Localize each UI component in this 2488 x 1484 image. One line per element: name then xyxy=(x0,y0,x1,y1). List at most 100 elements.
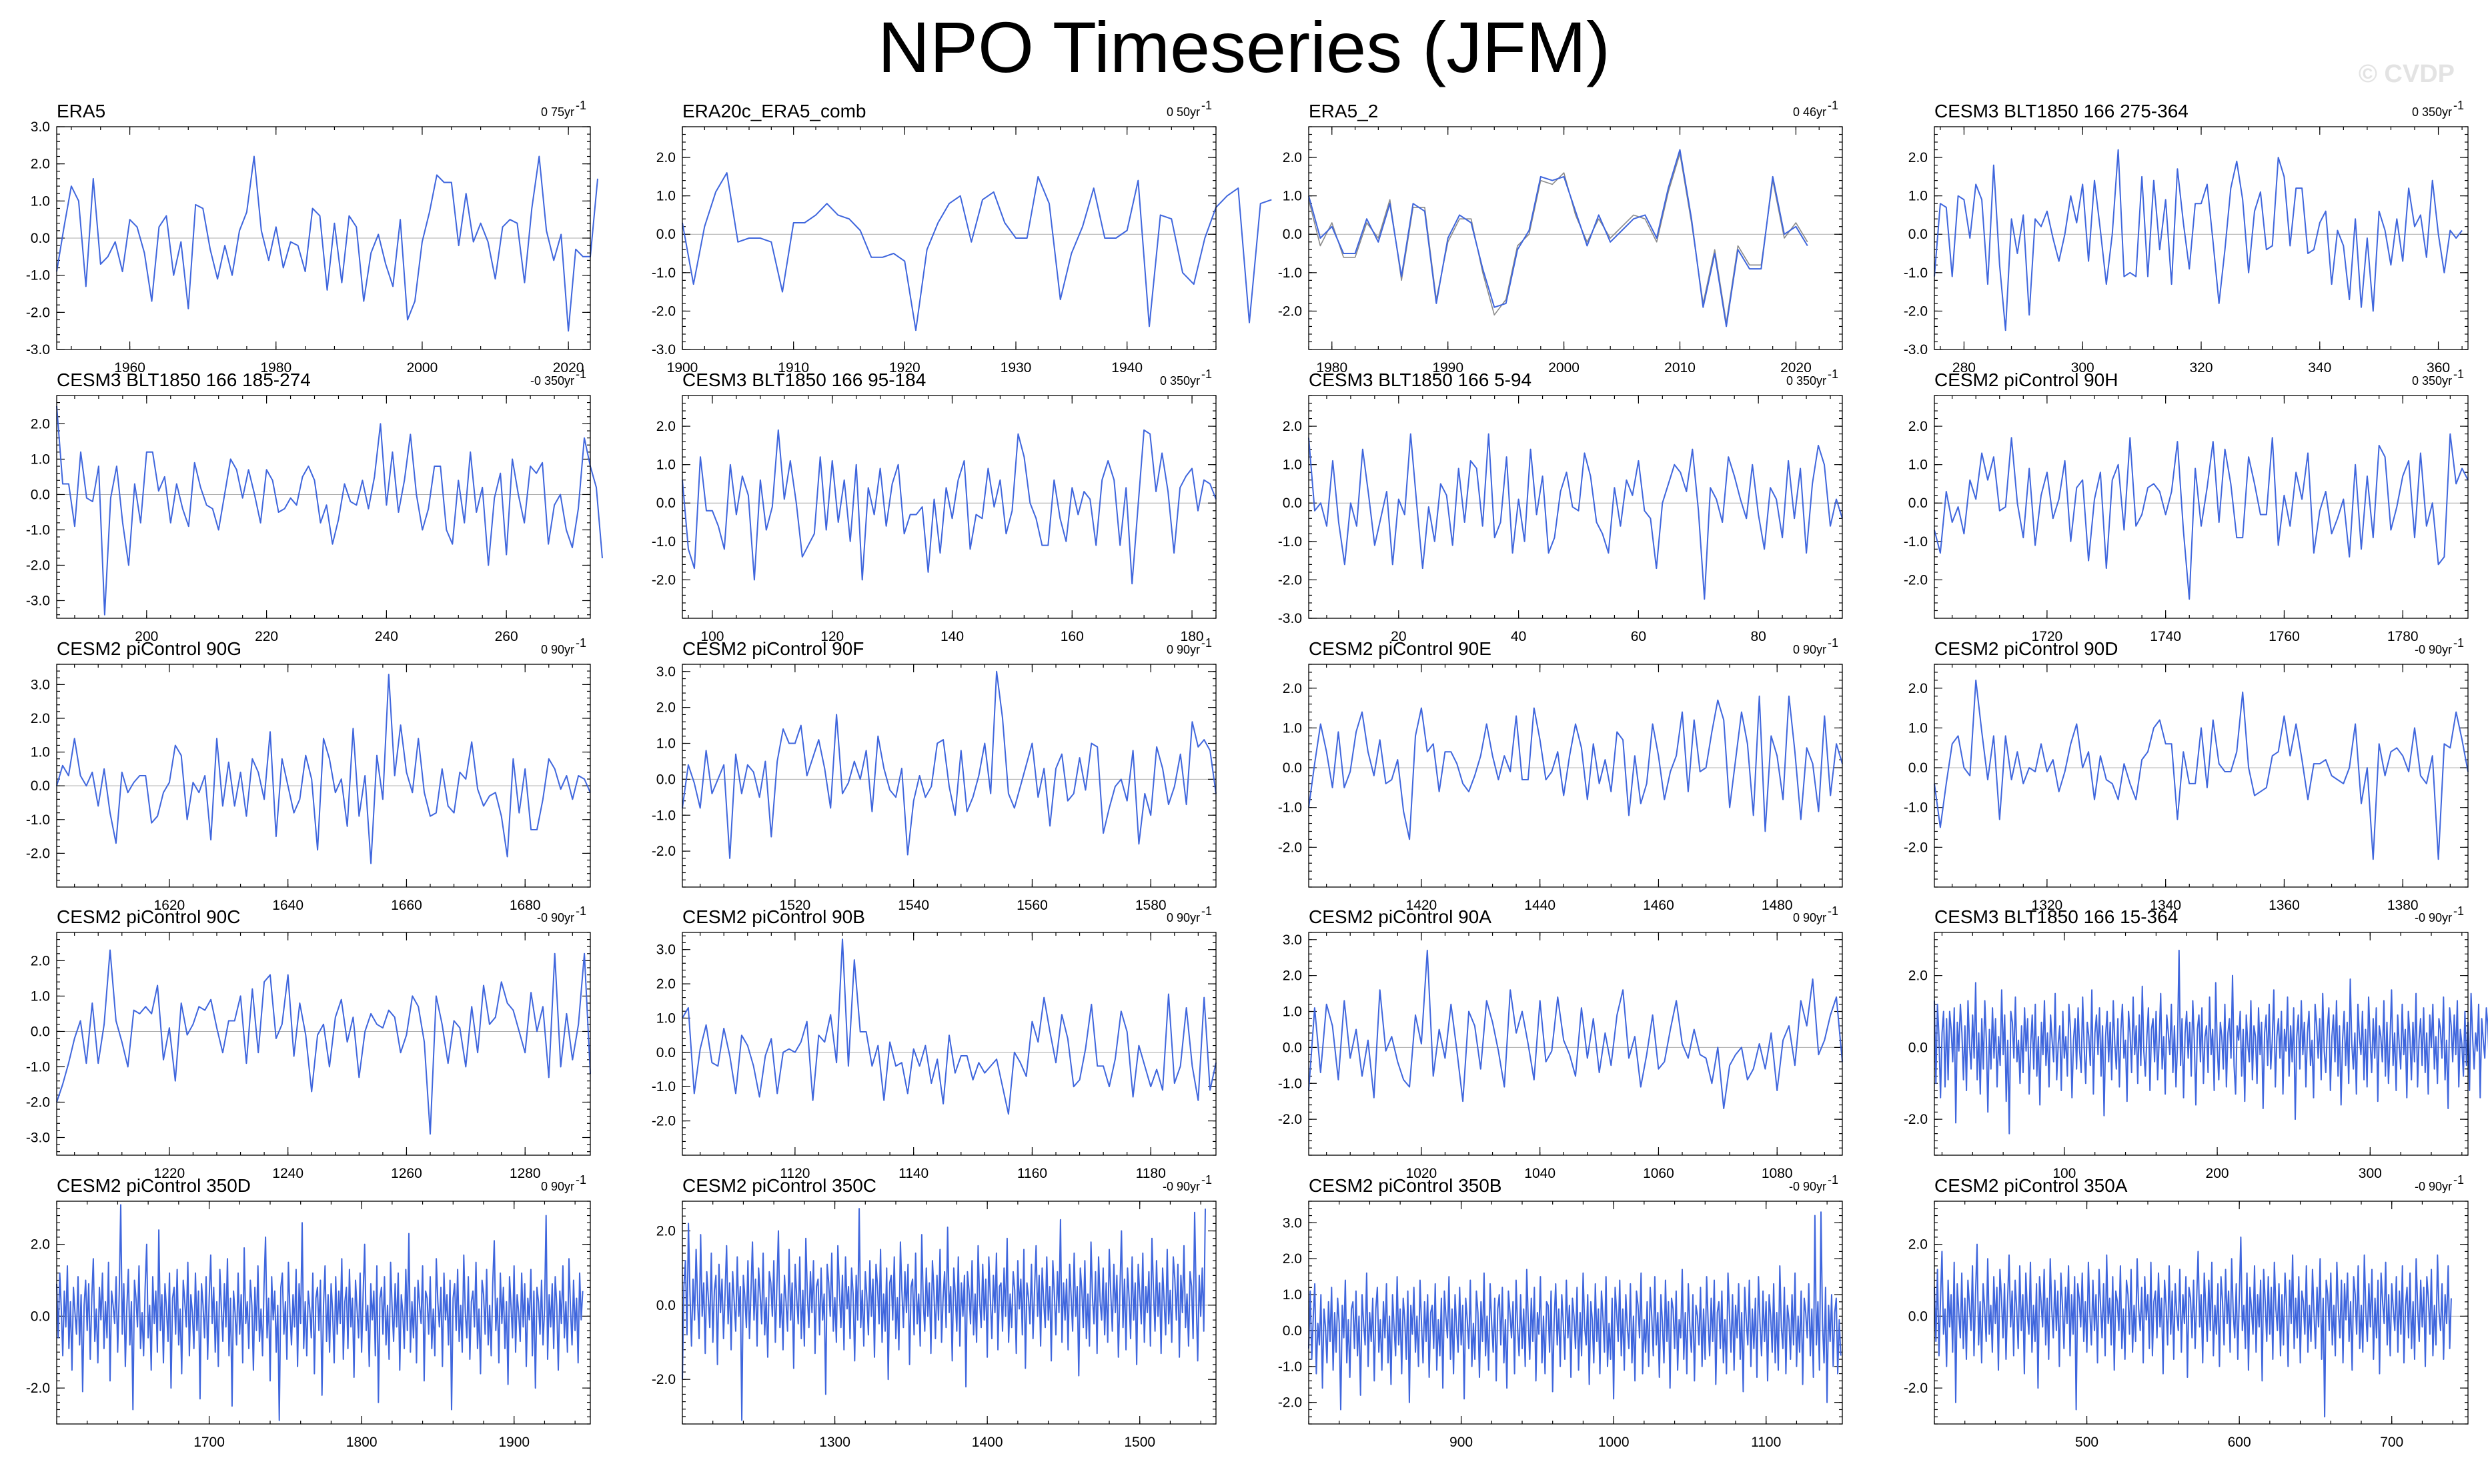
x-tick-label: 1420 xyxy=(1406,898,1437,913)
y-tick-label: 1.0 xyxy=(31,745,50,760)
x-tick-label: 100 xyxy=(700,629,724,644)
panel-trend-label: 0 350yr xyxy=(1160,374,1200,388)
plot-frame xyxy=(682,664,1217,888)
series-line xyxy=(1308,1211,1842,1411)
y-tick-label: -2.0 xyxy=(1904,1381,1928,1396)
y-tick-label: -2.0 xyxy=(26,1094,50,1110)
panel-trend-superscript: -1 xyxy=(2453,99,2464,112)
plot-frame xyxy=(1308,395,1843,619)
x-tick-label: 1500 xyxy=(1124,1435,1155,1450)
series-line xyxy=(682,1208,1206,1421)
panel-trend-label: 0 90yr xyxy=(1167,911,1200,924)
y-tick-label: 0.0 xyxy=(31,1024,50,1039)
panel-trend-label: 0 90yr xyxy=(1793,911,1826,924)
x-tick-label: 2000 xyxy=(407,360,438,376)
y-tick-label: 3.0 xyxy=(1283,932,1302,948)
y-tick-label: 2.0 xyxy=(656,150,676,165)
series-line xyxy=(682,938,1217,1115)
panel-4: CESM3 BLT1850 166 275-364 0 350yr -1 2.0 1.0… xyxy=(1904,99,2469,376)
y-tick-label: 1.0 xyxy=(31,452,50,467)
y-tick-label: 2.0 xyxy=(1908,681,1928,696)
x-tick-label: 1660 xyxy=(391,898,422,913)
series-line xyxy=(682,172,1272,331)
x-tick-label: 1760 xyxy=(2269,629,2300,644)
series-line xyxy=(56,1204,584,1421)
x-tick-label: 180 xyxy=(1181,629,1204,644)
plot-frame xyxy=(1308,664,1843,888)
x-tick-label: 1340 xyxy=(2150,898,2181,913)
x-tick-label: 1380 xyxy=(2387,898,2419,913)
y-tick-label: -3.0 xyxy=(1278,611,1302,626)
plot-frame xyxy=(682,1201,1217,1425)
plot-frame xyxy=(56,395,591,619)
panel-trend-superscript: -1 xyxy=(2453,1173,2464,1187)
x-tick-label: 1480 xyxy=(1762,898,1793,913)
panel-trend-superscript: -1 xyxy=(1828,1173,1838,1187)
panel-14: CESM2 piControl 90B 0 90yr -1 3.0 2.0 1.0 0.0 -… xyxy=(652,904,1217,1181)
x-tick-label: 700 xyxy=(2380,1435,2403,1450)
y-tick-label: -2.0 xyxy=(652,303,676,319)
x-tick-label: 1580 xyxy=(1135,898,1167,913)
panel-title: CESM2 piControl 90C xyxy=(57,906,240,927)
y-tick-label: 1.0 xyxy=(31,193,50,209)
panel-trend-label: 0 90yr xyxy=(541,643,574,656)
y-tick-label: -1.0 xyxy=(652,1079,676,1094)
y-tick-label: 0.0 xyxy=(1283,227,1302,242)
y-tick-label: 1.0 xyxy=(1283,458,1302,473)
x-tick-label: 1700 xyxy=(193,1435,225,1450)
y-tick-label: 2.0 xyxy=(1908,1237,1928,1253)
x-tick-label: 1910 xyxy=(778,360,809,376)
y-tick-label: 1.0 xyxy=(1908,189,1928,204)
panel-5: CESM3 BLT1850 166 185-274 -0 350yr -1 2.0 1.… xyxy=(26,367,603,644)
panel-3: ERA5_2 0 46yr -1 2.0 1.0 0.0 -1.0 -2.0 1980 1990 2… xyxy=(1278,99,1843,376)
y-tick-label: -1.0 xyxy=(1278,1076,1302,1091)
x-tick-label: 160 xyxy=(1061,629,1084,644)
series-line xyxy=(1934,433,2469,600)
x-tick-label: 1020 xyxy=(1406,1166,1437,1181)
x-tick-label: 1720 xyxy=(2032,629,2063,644)
series-line xyxy=(682,429,1217,585)
plot-frame xyxy=(682,395,1217,619)
y-tick-label: -1.0 xyxy=(26,268,50,283)
y-tick-label: 2.0 xyxy=(656,976,676,992)
y-tick-label: 0.0 xyxy=(1908,496,1928,511)
x-tick-label: 1060 xyxy=(1643,1166,1674,1181)
x-tick-label: 1980 xyxy=(260,360,291,376)
y-tick-label: 0.0 xyxy=(31,1309,50,1324)
y-tick-label: 1.0 xyxy=(656,458,676,473)
panel-title: CESM3 BLT1850 166 15-364 xyxy=(1934,906,2178,927)
series-line xyxy=(56,674,591,864)
x-tick-label: 200 xyxy=(135,629,158,644)
x-tick-label: 1000 xyxy=(1598,1435,1630,1450)
panel-trend-label: 0 350yr xyxy=(1786,374,1826,388)
plot-frame xyxy=(1308,1201,1843,1425)
panel-title: CESM3 BLT1850 166 185-274 xyxy=(57,369,311,390)
panel-title: CESM2 piControl 90H xyxy=(1934,369,2118,390)
panel-title: CESM2 piControl 90B xyxy=(682,906,865,927)
series-line xyxy=(56,949,591,1135)
panel-title: CESM2 piControl 350D xyxy=(57,1175,251,1196)
y-tick-label: 0.0 xyxy=(656,1045,676,1060)
y-tick-label: -2.0 xyxy=(1904,840,1928,855)
panel-trend-superscript: -1 xyxy=(2453,636,2464,650)
panel-trend-superscript: -1 xyxy=(576,1173,586,1187)
series-line xyxy=(1308,433,1843,600)
panel-2: ERA20c_ERA5_comb 0 50yr -1 2.0 1.0 0.0 -1.0 -2.… xyxy=(652,99,1272,376)
y-tick-label: 3.0 xyxy=(656,942,676,958)
panel-6: CESM3 BLT1850 166 95-184 0 350yr -1 2.0 1.0 0… xyxy=(652,367,1217,644)
x-tick-label: 320 xyxy=(2189,360,2213,376)
plot-frame xyxy=(56,1201,591,1425)
x-tick-label: 280 xyxy=(1952,360,1976,376)
y-tick-label: -2.0 xyxy=(26,1381,50,1396)
y-tick-label: 0.0 xyxy=(31,778,50,794)
x-tick-label: 1980 xyxy=(1316,360,1347,376)
panel-title: CESM2 piControl 350B xyxy=(1309,1175,1501,1196)
plot-frame xyxy=(1934,664,2469,888)
y-tick-label: 0.0 xyxy=(656,227,676,242)
y-tick-label: -3.0 xyxy=(26,342,50,357)
panel-1: ERA5 0 75yr -1 3.0 2.0 1.0 0.0 -1.0 -2.0 -3.0 1960… xyxy=(26,99,598,376)
x-tick-label: 1160 xyxy=(1017,1166,1047,1181)
x-tick-label: 1990 xyxy=(1432,360,1463,376)
panel-title: CESM2 piControl 350A xyxy=(1934,1175,2128,1196)
